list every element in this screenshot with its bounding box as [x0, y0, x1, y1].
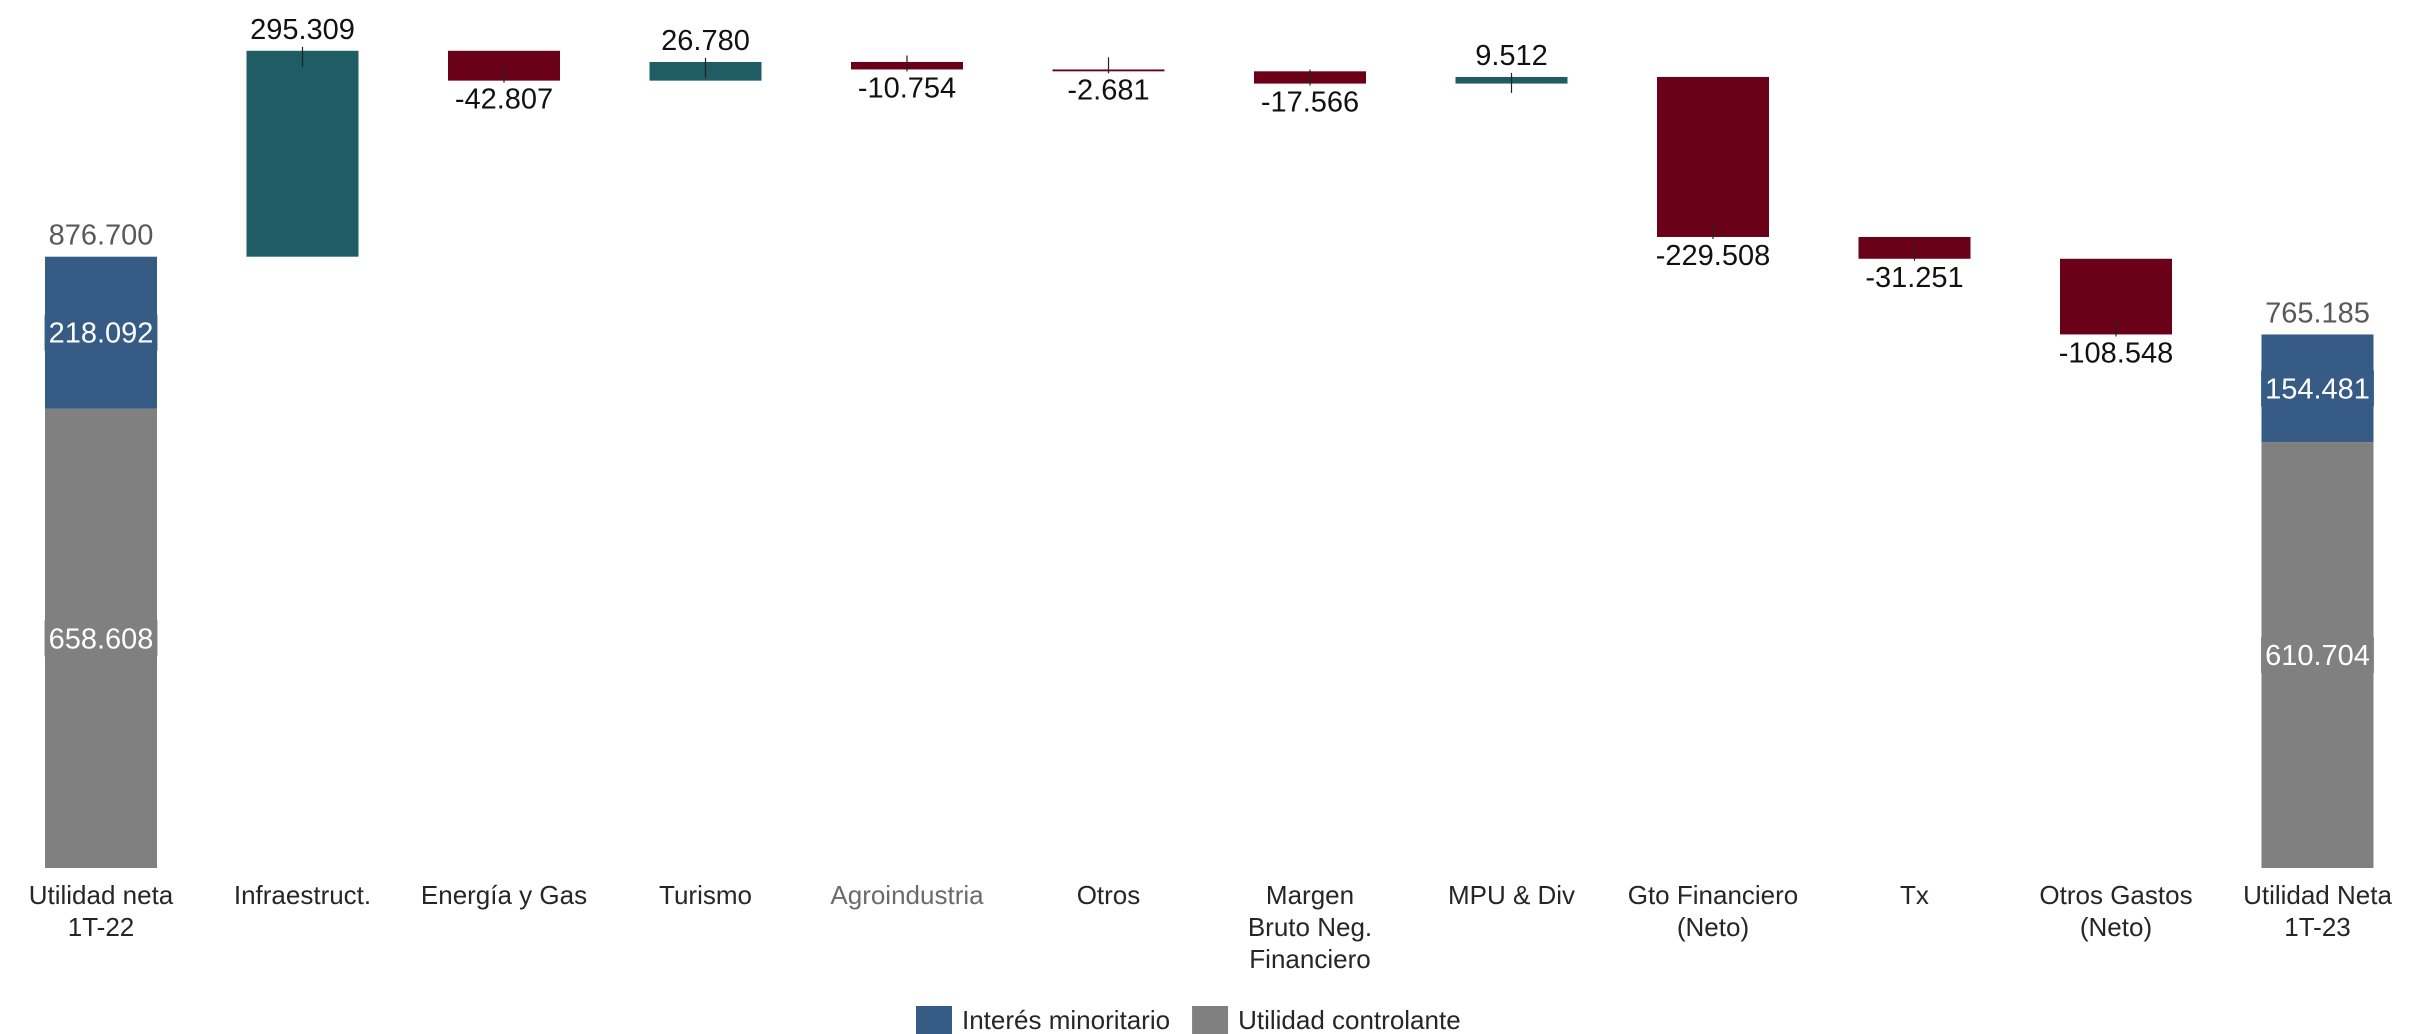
step-5-value-label: -2.681: [1067, 74, 1149, 106]
step-10-category-label-line-1: Otros Gastos: [2039, 880, 2192, 910]
start-controlante-label-text: 658.608: [49, 623, 154, 655]
step-7-value-label: 9.512: [1475, 40, 1548, 72]
start-minoritario-label-text: 218.092: [49, 318, 154, 350]
start-minoritario-label-box: [44, 314, 158, 351]
step-9-category-label: Tx: [1900, 880, 1929, 910]
step-2-category-label: Energía y Gas: [421, 880, 587, 910]
step-4-category-label: Agroindustria: [830, 880, 984, 910]
end-controlante-label: 610.704: [2261, 637, 2374, 674]
start-controlante-label-box: [44, 620, 158, 657]
end-category-label-line-2: 1T-23: [2284, 912, 2351, 942]
end-minoritario-label-text: 154.481: [2265, 373, 2370, 405]
step-8-category-label-line-1: Gto Financiero: [1628, 880, 1799, 910]
step-8-value-label: -229.508: [1656, 240, 1771, 272]
step-10-value-label: -108.548: [2059, 337, 2174, 369]
end-controlante-label-text: 610.704: [2265, 640, 2370, 672]
step-5-category-label: Otros: [1077, 880, 1141, 910]
step-6-category-label-line-1: Margen: [1266, 880, 1354, 910]
step-4-value-label: -10.754: [858, 72, 956, 104]
end-minoritario-label-box: [2261, 370, 2374, 407]
step-1-bar: [246, 50, 359, 257]
step-2-value-label: -42.807: [455, 84, 553, 116]
start-total-label: 876.700: [49, 220, 154, 252]
end-controlante-label-box: [2261, 637, 2374, 674]
start-category-label-line-1: Utilidad neta: [29, 880, 174, 910]
legend: Interés minoritario Utilidad controlante: [916, 1005, 1461, 1034]
end-minoritario-label: 154.481: [2261, 370, 2374, 407]
step-10-category-label-line-2: (Neto): [2080, 912, 2152, 942]
step-6-category-label-line-2: Bruto Neg.: [1248, 912, 1372, 942]
legend-label-1: Interés minoritario: [962, 1005, 1170, 1034]
start-category-label-line-2: 1T-22: [68, 912, 135, 942]
step-3-value-label: 26.780: [661, 25, 750, 57]
step-9-value-label: -31.251: [1865, 262, 1963, 294]
legend-swatch-2: [1192, 1006, 1229, 1034]
end-total-label: 765.185: [2265, 297, 2370, 329]
end-category-label-line-1: Utilidad Neta: [2243, 880, 2392, 910]
start-minoritario-label: 218.092: [44, 314, 158, 351]
start-controlante-label: 658.608: [44, 620, 158, 657]
step-8-category-label-line-2: (Neto): [1677, 912, 1749, 942]
step-1-value-label: 295.309: [250, 14, 355, 46]
step-6-value-label: -17.566: [1261, 87, 1359, 119]
legend-swatch-1: [916, 1006, 952, 1034]
step-1-category-label: Infraestruct.: [234, 880, 371, 910]
step-3-category-label: Turismo: [659, 880, 752, 910]
step-8-bar: [1657, 76, 1769, 237]
legend-label-2: Utilidad controlante: [1238, 1005, 1461, 1034]
step-7-category-label: MPU & Div: [1448, 880, 1575, 910]
step-6-category-label-line-3: Financiero: [1249, 944, 1370, 974]
